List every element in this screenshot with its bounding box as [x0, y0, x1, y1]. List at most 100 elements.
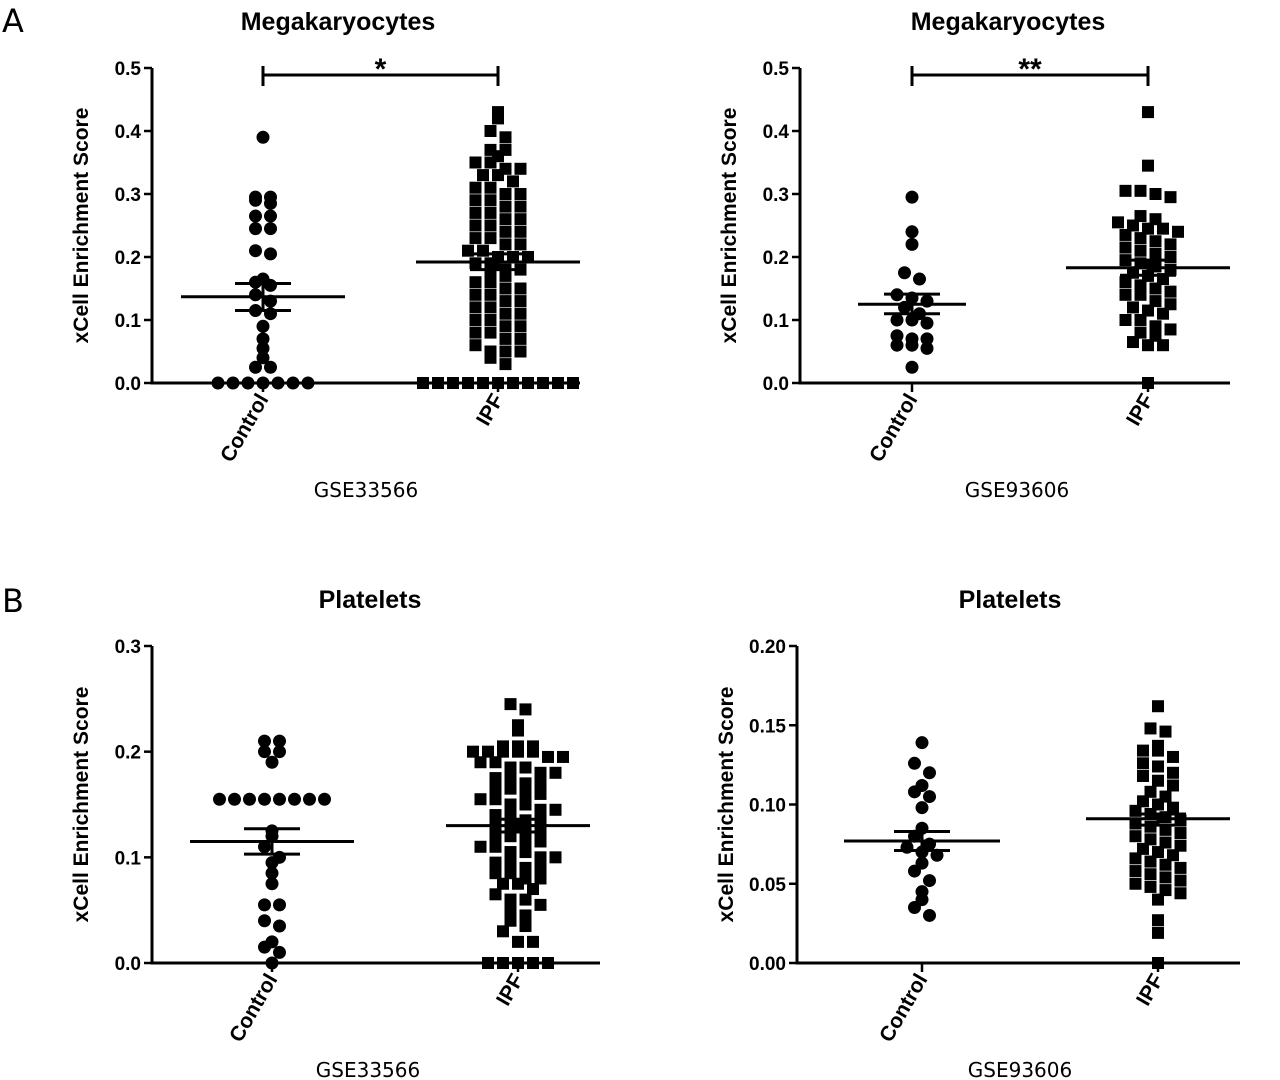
data-point-ipf — [534, 872, 547, 885]
data-point-ipf — [1144, 880, 1157, 893]
data-point-control — [258, 940, 271, 954]
data-point-control — [890, 329, 904, 343]
data-point-ipf — [1127, 219, 1139, 232]
data-point-ipf — [492, 169, 504, 182]
data-point-ipf — [1129, 877, 1142, 890]
data-point-control — [915, 845, 929, 859]
data-point-ipf — [477, 377, 489, 389]
data-point-control — [258, 914, 271, 928]
data-point-ipf — [1167, 779, 1179, 792]
data-point-ipf — [499, 358, 512, 371]
data-point-control — [913, 272, 926, 286]
y-tick-label: 0.1 — [763, 311, 790, 332]
data-point-ipf — [1144, 722, 1157, 735]
data-point-control — [264, 247, 277, 261]
chart-title: Megakaryocytes — [241, 8, 436, 36]
data-point-control — [265, 956, 279, 970]
data-point-ipf — [512, 745, 524, 758]
data-point-ipf — [499, 282, 512, 295]
data-point-ipf — [1152, 914, 1164, 927]
data-point-ipf — [1152, 798, 1164, 811]
data-point-ipf — [514, 238, 527, 251]
data-point-ipf — [499, 131, 512, 144]
data-point-ipf — [1172, 225, 1184, 238]
y-tick-label: 0.2 — [115, 743, 141, 764]
data-point-ipf — [1144, 868, 1157, 881]
data-point-ipf — [469, 276, 482, 289]
data-point-control — [258, 898, 271, 912]
data-point-ipf — [484, 181, 497, 194]
data-point-control — [890, 338, 904, 352]
data-point-control — [905, 237, 919, 251]
data-point-ipf — [1137, 842, 1149, 855]
data-point-ipf — [1167, 849, 1179, 862]
x-tick-label-control: Control — [225, 970, 282, 1046]
data-point-ipf — [514, 188, 527, 200]
y-axis-label: xCell Enrichment Score — [70, 108, 93, 344]
data-point-ipf — [469, 314, 482, 326]
data-point-ipf — [519, 703, 532, 716]
data-point-ipf — [484, 276, 497, 289]
data-point-ipf — [514, 213, 527, 226]
data-point-control — [303, 792, 316, 806]
data-point-ipf — [519, 835, 532, 848]
data-point-ipf — [512, 935, 524, 948]
data-point-control — [256, 332, 270, 346]
data-point-ipf — [1144, 833, 1157, 846]
data-point-ipf — [519, 777, 532, 790]
data-point-control — [249, 360, 262, 374]
data-point-ipf — [1164, 285, 1177, 298]
chart-panel-2: Megakaryocytes 0.0 0.1 0.2 0.3 0.4 0.5 xCell En… — [718, 8, 1230, 502]
data-point-ipf — [1159, 871, 1172, 884]
data-point-control — [256, 130, 270, 144]
data-point-ipf — [1157, 307, 1169, 320]
data-point-ipf — [514, 345, 527, 358]
data-point-ipf — [1174, 861, 1187, 874]
significance-marker: ** — [1018, 53, 1042, 86]
data-point-ipf — [497, 745, 509, 758]
y-axis-label: xCell Enrichment Score — [715, 687, 738, 923]
data-point-ipf — [469, 219, 482, 232]
data-point-ipf — [499, 345, 512, 358]
data-point-ipf — [1144, 785, 1157, 798]
data-point-ipf — [514, 307, 527, 320]
data-point-ipf — [504, 914, 517, 927]
data-point-control — [258, 734, 271, 748]
data-point-control — [905, 225, 919, 239]
data-point-ipf — [469, 339, 482, 352]
data-point-ipf — [499, 225, 512, 238]
y-tick-label: 0.0 — [763, 374, 789, 395]
data-point-control — [249, 244, 262, 258]
data-point-ipf — [1134, 314, 1147, 326]
data-point-control — [258, 840, 271, 854]
data-point-ipf — [1119, 288, 1132, 301]
data-point-ipf — [1149, 329, 1162, 342]
data-point-ipf — [1157, 222, 1169, 235]
data-point-ipf — [1164, 238, 1177, 251]
data-point-ipf — [484, 288, 497, 301]
data-point-ipf — [499, 269, 512, 282]
data-point-ipf — [484, 206, 497, 219]
data-point-ipf — [527, 935, 539, 948]
y-tick-label: 0.5 — [115, 59, 142, 80]
data-point-control — [905, 190, 919, 204]
data-point-ipf — [514, 295, 527, 308]
data-point-ipf — [549, 851, 562, 864]
data-point-ipf — [1149, 213, 1162, 226]
data-point-ipf — [1152, 846, 1164, 859]
y-tick-label: 0.3 — [763, 185, 789, 206]
data-point-ipf — [1134, 288, 1147, 301]
data-point-ipf — [512, 877, 524, 890]
data-point-ipf — [484, 326, 497, 339]
data-point-ipf — [507, 175, 519, 188]
data-point-control — [286, 376, 300, 390]
data-point-control — [273, 945, 286, 959]
data-point-control — [243, 792, 256, 806]
data-point-ipf — [489, 888, 502, 901]
data-point-ipf — [497, 925, 509, 938]
data-point-ipf — [512, 957, 524, 969]
data-point-ipf — [519, 761, 532, 774]
data-point-control — [265, 856, 279, 870]
panel-label-b: B — [2, 582, 24, 620]
data-point-control — [905, 338, 919, 352]
